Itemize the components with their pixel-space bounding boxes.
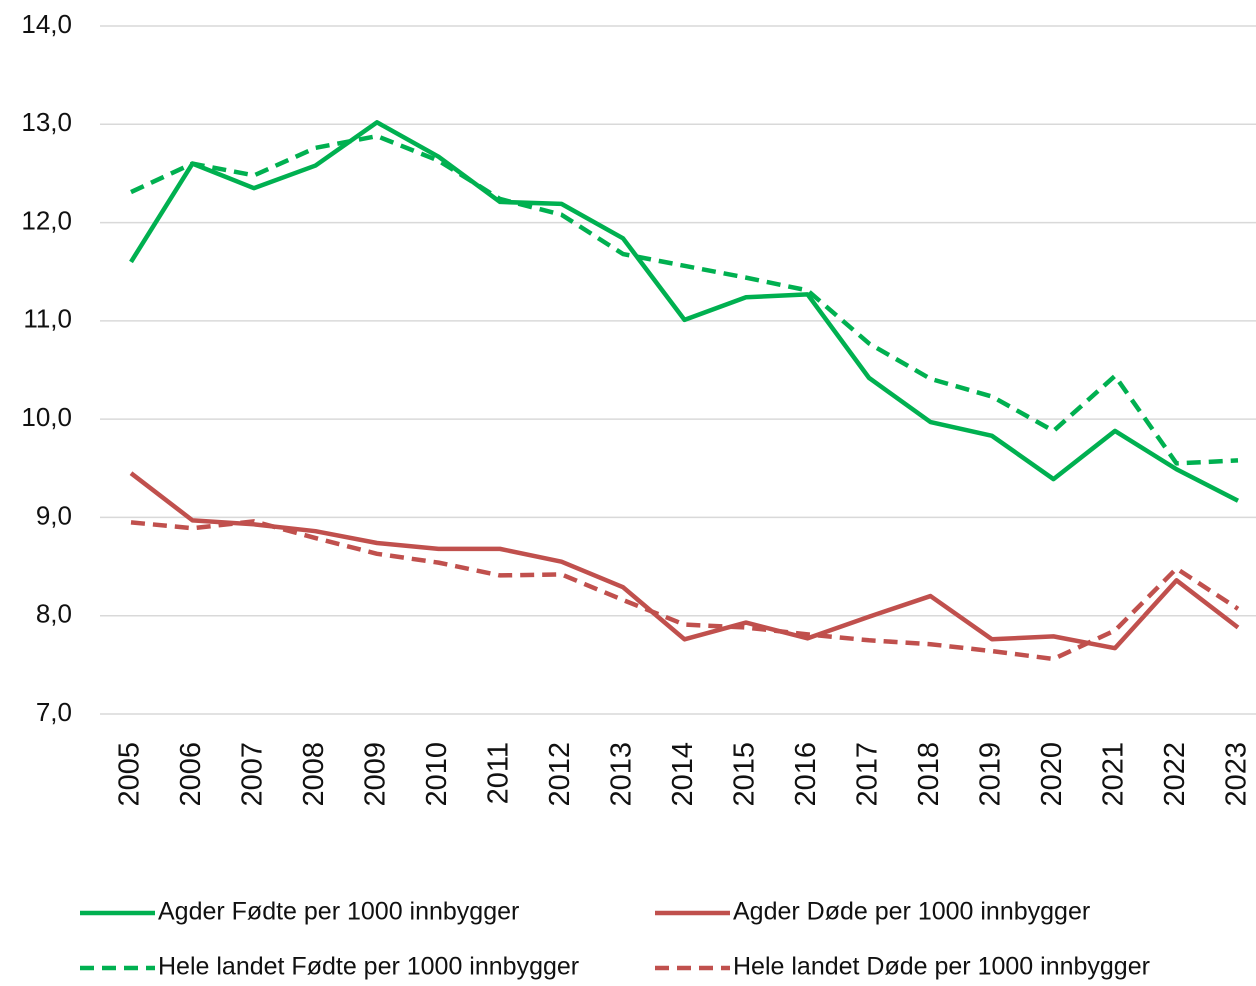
x-tick-label: 2014 bbox=[667, 742, 699, 807]
y-tick-label: 10,0 bbox=[21, 402, 72, 432]
x-tick-label: 2006 bbox=[175, 742, 207, 807]
x-tick-label: 2020 bbox=[1036, 742, 1068, 807]
series-line bbox=[130, 133, 1239, 466]
x-tick-label: 2013 bbox=[606, 742, 638, 807]
x-tick-label: 2011 bbox=[483, 742, 515, 804]
y-tick-label: 9,0 bbox=[36, 500, 72, 530]
x-tick-label: 2016 bbox=[790, 742, 822, 807]
x-tick-label: 2010 bbox=[421, 742, 453, 807]
x-tick-label: 2017 bbox=[852, 742, 884, 807]
x-tick-label: 2019 bbox=[975, 742, 1007, 807]
y-tick-label: 12,0 bbox=[21, 205, 72, 235]
x-tick-label: 2015 bbox=[729, 742, 761, 807]
x-tick-label: 2009 bbox=[360, 742, 392, 807]
x-tick-label: 2023 bbox=[1221, 742, 1253, 807]
legend-label: Hele landet Døde per 1000 innbygger bbox=[733, 953, 1150, 981]
series-line bbox=[130, 519, 1240, 662]
x-tick-label: 2012 bbox=[544, 742, 576, 807]
y-tick-label: 14,0 bbox=[21, 9, 72, 39]
y-tick-label: 11,0 bbox=[23, 304, 72, 334]
y-tick-label: 7,0 bbox=[36, 697, 72, 727]
x-tick-label: 2018 bbox=[913, 742, 945, 807]
legend-label: Agder Døde per 1000 innbygger bbox=[733, 898, 1090, 926]
x-tick-label: 2008 bbox=[298, 742, 330, 807]
series-line bbox=[129, 471, 1240, 651]
x-tick-label: 2005 bbox=[114, 742, 146, 807]
series-line bbox=[129, 120, 1240, 503]
y-tick-label: 8,0 bbox=[36, 599, 72, 629]
x-tick-label: 2021 bbox=[1098, 742, 1130, 807]
x-tick-label: 2022 bbox=[1159, 742, 1191, 807]
legend-label: Hele landet Fødte per 1000 innbygger bbox=[158, 953, 579, 981]
legend-label: Agder Fødte per 1000 innbygger bbox=[158, 898, 519, 926]
x-tick-label: 2007 bbox=[237, 742, 269, 807]
y-tick-label: 13,0 bbox=[21, 107, 72, 137]
